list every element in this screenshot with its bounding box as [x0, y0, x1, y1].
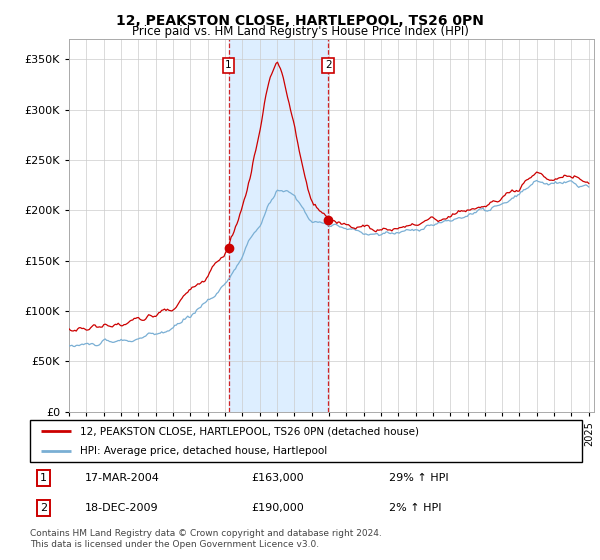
Text: £163,000: £163,000 [251, 473, 304, 483]
FancyBboxPatch shape [30, 420, 582, 462]
Text: £190,000: £190,000 [251, 503, 304, 514]
Text: 1: 1 [40, 473, 47, 483]
Text: 1: 1 [225, 60, 232, 70]
Text: HPI: Average price, detached house, Hartlepool: HPI: Average price, detached house, Hart… [80, 446, 327, 456]
Text: 2% ↑ HPI: 2% ↑ HPI [389, 503, 442, 514]
Text: 2: 2 [40, 503, 47, 514]
Text: 12, PEAKSTON CLOSE, HARTLEPOOL, TS26 0PN (detached house): 12, PEAKSTON CLOSE, HARTLEPOOL, TS26 0PN… [80, 426, 419, 436]
Text: 29% ↑ HPI: 29% ↑ HPI [389, 473, 448, 483]
Text: Price paid vs. HM Land Registry's House Price Index (HPI): Price paid vs. HM Land Registry's House … [131, 25, 469, 38]
Text: 18-DEC-2009: 18-DEC-2009 [85, 503, 159, 514]
Bar [229, 39, 328, 412]
Text: 2: 2 [325, 60, 332, 70]
Text: 17-MAR-2004: 17-MAR-2004 [85, 473, 160, 483]
Text: Contains HM Land Registry data © Crown copyright and database right 2024.
This d: Contains HM Land Registry data © Crown c… [30, 529, 382, 549]
Text: 12, PEAKSTON CLOSE, HARTLEPOOL, TS26 0PN: 12, PEAKSTON CLOSE, HARTLEPOOL, TS26 0PN [116, 14, 484, 28]
